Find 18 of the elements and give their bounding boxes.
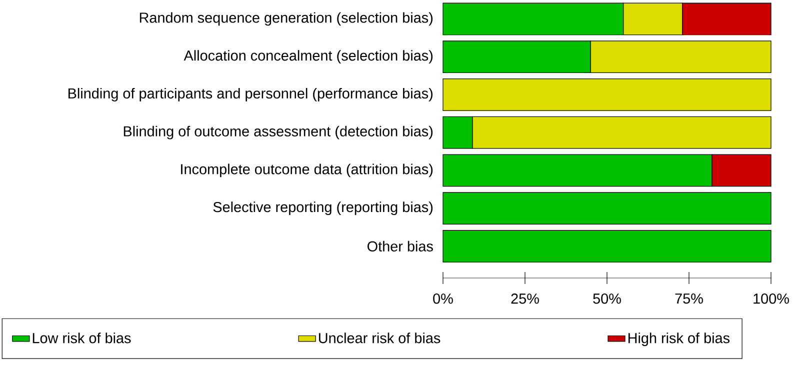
x-tick-label: 75% bbox=[675, 294, 703, 304]
y-tick-label: Random sequence generation (selection bias) bbox=[140, 12, 433, 26]
y-tick-label: Blinding of outcome assessment (detection bias) bbox=[124, 126, 433, 140]
y-tick-label: Selective reporting (reporting bias) bbox=[213, 202, 433, 216]
y-tick-label: Other bias bbox=[368, 240, 433, 252]
x-tick-label: 50% bbox=[593, 294, 621, 304]
legend-label: High risk of bias bbox=[628, 332, 730, 346]
bar bbox=[442, 230, 772, 262]
x-tick-label: 0% bbox=[433, 294, 453, 304]
legend-label: Low risk of bias bbox=[32, 332, 131, 344]
x-tick-label: 25% bbox=[511, 294, 539, 304]
bar bbox=[442, 78, 772, 111]
y-tick-label: Blinding of participants and personnel (performance bias) bbox=[68, 88, 433, 102]
legend-label: Unclear risk of bias bbox=[318, 332, 440, 344]
x-tick-label: 100% bbox=[754, 294, 789, 304]
y-tick-label: Incomplete outcome data (attrition bias) bbox=[181, 164, 433, 178]
bar bbox=[442, 192, 772, 225]
y-tick-label: Allocation concealment (selection bias) bbox=[184, 50, 433, 64]
